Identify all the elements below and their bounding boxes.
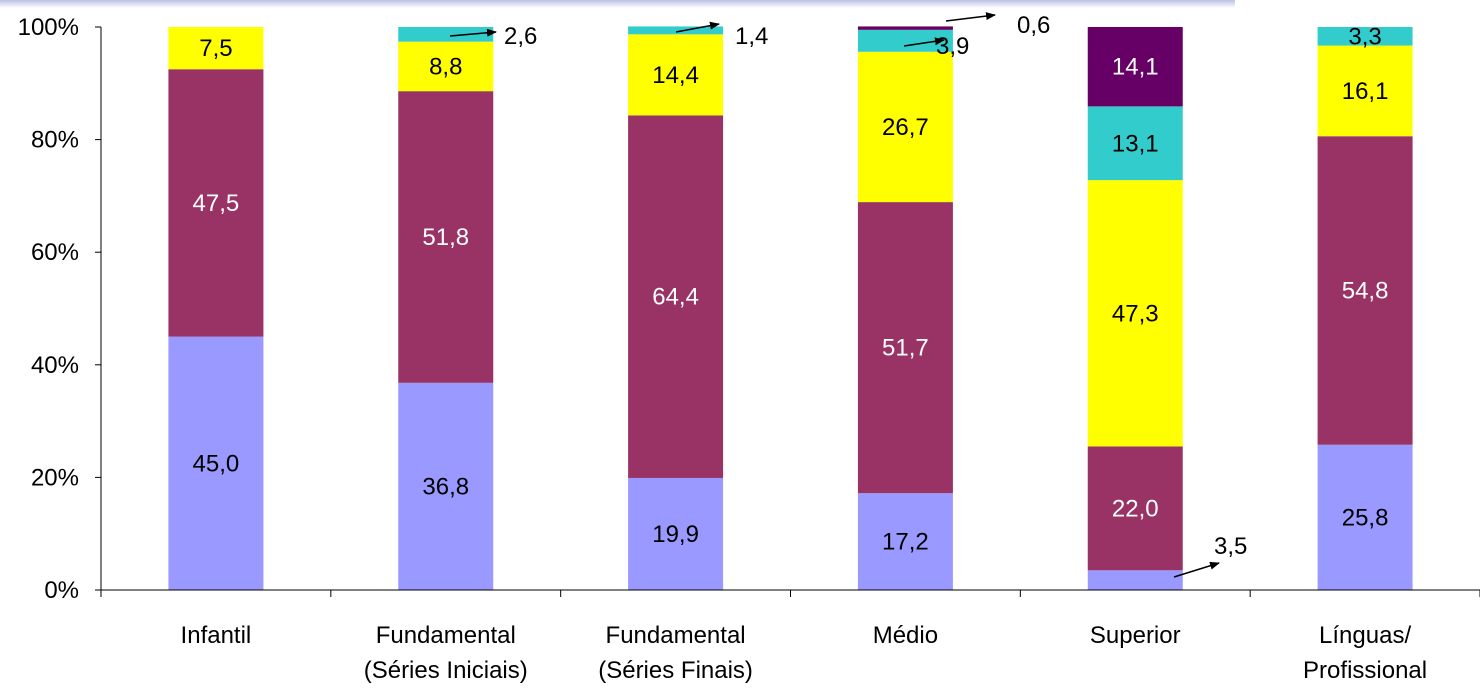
data-label: 47,5 bbox=[193, 190, 240, 217]
callout-arrow bbox=[903, 37, 945, 47]
callout-arrow bbox=[449, 28, 497, 37]
bar-segment bbox=[1317, 136, 1413, 445]
data-label: 22,0 bbox=[1112, 495, 1159, 522]
data-label: 47,3 bbox=[1112, 300, 1159, 327]
data-label: 54,8 bbox=[1342, 277, 1389, 304]
bar-segment bbox=[857, 493, 953, 590]
data-label: 3,9 bbox=[936, 33, 969, 60]
top-decorative-rule bbox=[0, 0, 1235, 8]
category-label: Médio bbox=[873, 622, 938, 649]
data-label: 45,0 bbox=[193, 450, 240, 477]
data-label: 17,2 bbox=[882, 529, 929, 556]
data-label: 7,5 bbox=[199, 35, 232, 62]
data-label: 16,1 bbox=[1342, 78, 1389, 105]
y-tick-label: 100% bbox=[18, 14, 79, 41]
data-label: 26,7 bbox=[882, 114, 929, 141]
data-label: 51,7 bbox=[882, 335, 929, 362]
bar-segment bbox=[857, 29, 953, 52]
data-label: 3,3 bbox=[1348, 23, 1381, 50]
data-label: 14,4 bbox=[652, 62, 699, 89]
bar-segment bbox=[398, 382, 494, 590]
data-label: 2,6 bbox=[504, 23, 537, 50]
data-label: 25,8 bbox=[1342, 504, 1389, 531]
bar-segment bbox=[628, 26, 724, 35]
bar-segment bbox=[857, 26, 953, 30]
category-label: Fundamental bbox=[606, 622, 746, 649]
data-label: 1,4 bbox=[735, 23, 768, 50]
bar-segment bbox=[168, 336, 264, 590]
data-label: 8,8 bbox=[429, 53, 462, 80]
callout-arrow bbox=[945, 12, 996, 22]
bar-segment bbox=[628, 34, 724, 116]
data-label: 19,9 bbox=[652, 521, 699, 548]
callout-arrow bbox=[675, 21, 720, 33]
y-tick-label: 40% bbox=[31, 352, 79, 379]
category-label: (Séries Iniciais) bbox=[364, 657, 528, 684]
data-label: 64,4 bbox=[652, 284, 699, 311]
bar-segment bbox=[1087, 570, 1183, 590]
bar-segment bbox=[857, 51, 953, 203]
data-label: 36,8 bbox=[422, 473, 469, 500]
bar-segment bbox=[398, 91, 494, 383]
bar-segment bbox=[628, 477, 724, 590]
bar-segment bbox=[168, 69, 264, 337]
bar-segment bbox=[1317, 27, 1413, 46]
bar-segment bbox=[398, 41, 494, 92]
data-label: 14,1 bbox=[1112, 54, 1159, 81]
data-label: 0,6 bbox=[1017, 12, 1050, 39]
data-label: 3,5 bbox=[1214, 533, 1247, 560]
bar-segment bbox=[1317, 444, 1413, 590]
category-label: Infantil bbox=[181, 622, 252, 649]
data-label: 13,1 bbox=[1112, 130, 1159, 157]
category-label: Superior bbox=[1090, 622, 1181, 649]
y-tick-label: 20% bbox=[31, 464, 79, 491]
bar-segment bbox=[1087, 106, 1183, 181]
bar-segment bbox=[1087, 446, 1183, 571]
bar-segment bbox=[168, 27, 264, 70]
bar-segment bbox=[857, 202, 953, 494]
category-label: Profissional bbox=[1303, 657, 1427, 684]
y-tick-label: 60% bbox=[31, 239, 79, 266]
callout-arrow bbox=[1173, 561, 1220, 578]
bar-segment bbox=[1087, 27, 1183, 107]
bar-segment bbox=[1317, 45, 1413, 137]
category-label: Línguas/ bbox=[1319, 622, 1411, 649]
bar-segment bbox=[628, 115, 724, 478]
data-label: 51,8 bbox=[422, 224, 469, 251]
category-label: Fundamental bbox=[376, 622, 516, 649]
y-tick-label: 0% bbox=[44, 577, 79, 604]
y-tick-label: 80% bbox=[31, 127, 79, 154]
category-label: (Séries Finais) bbox=[598, 657, 753, 684]
bar-segment bbox=[398, 27, 494, 42]
bar-segment bbox=[1087, 180, 1183, 447]
